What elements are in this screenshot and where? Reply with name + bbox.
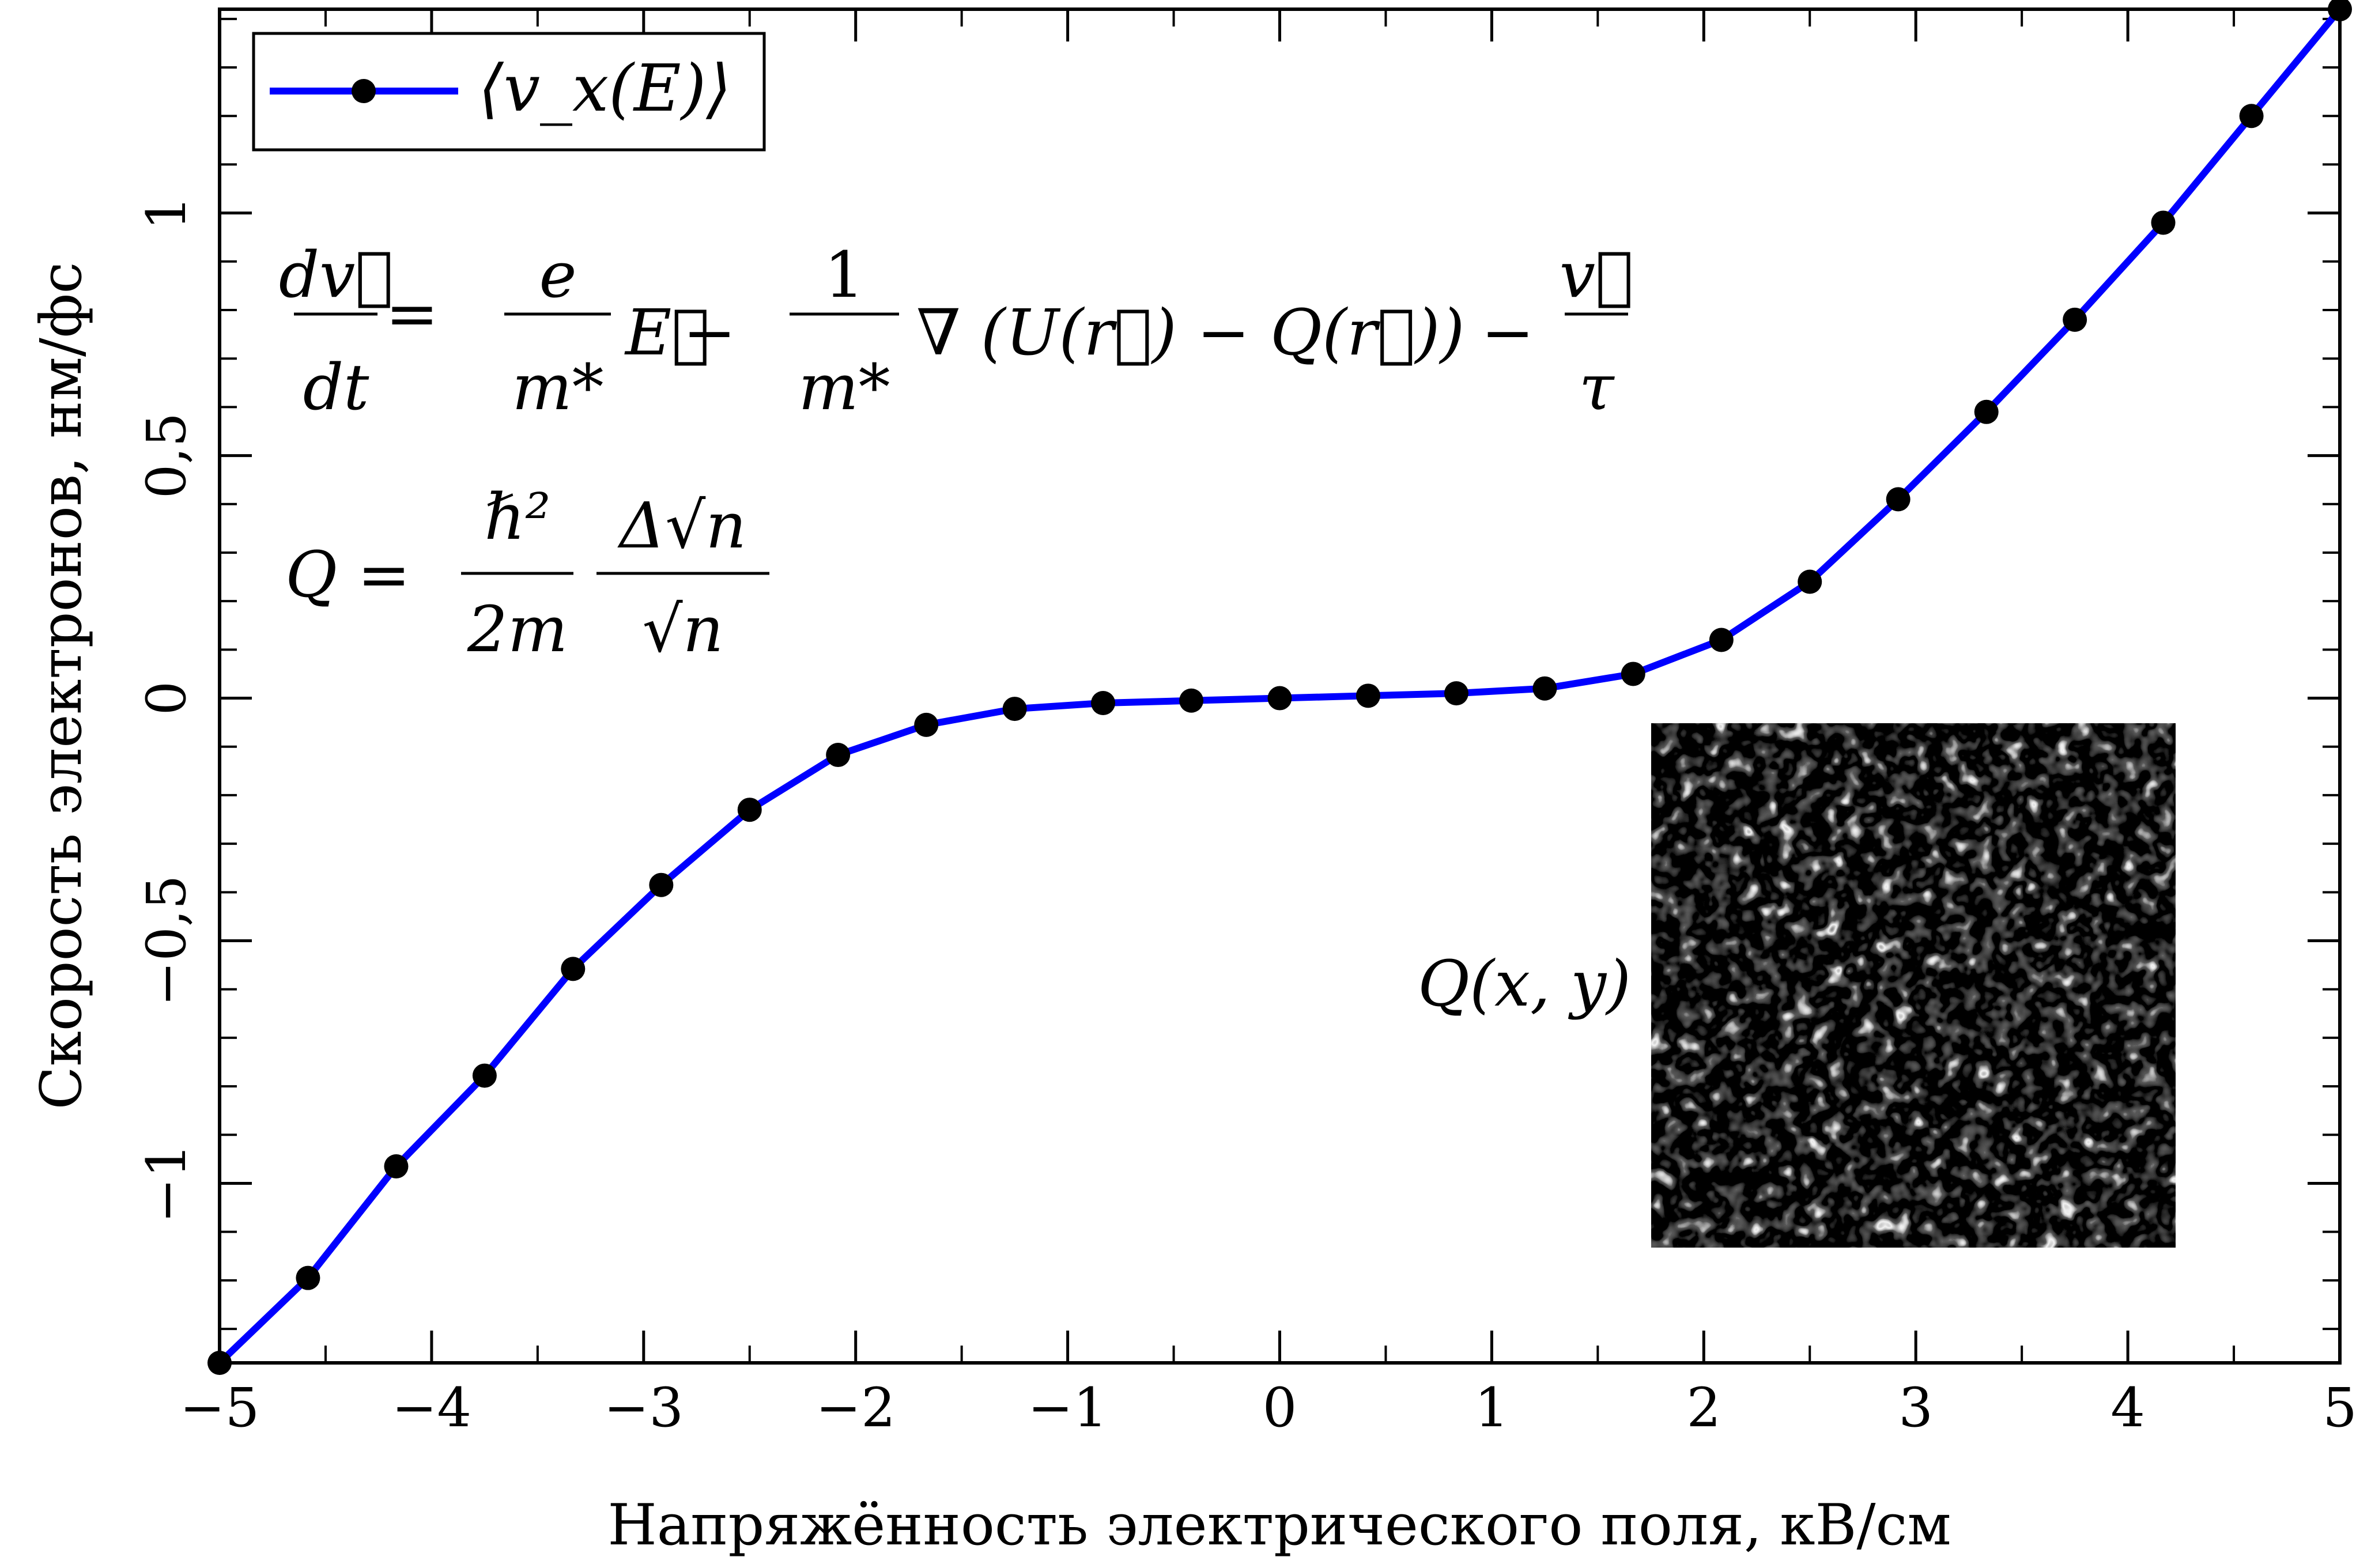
data-point (1886, 487, 1911, 512)
x-axis-label: Напряжённость электрического поля, кВ/см (607, 1493, 1951, 1558)
eq2-f1-num: ℏ² (485, 480, 551, 554)
eq1-t1-num: e (539, 238, 576, 312)
data-point (1267, 686, 1292, 711)
eq1-t2-num: 1 (824, 238, 864, 312)
y-tick-label: 0 (135, 681, 198, 716)
series-markers (207, 0, 2352, 1375)
data-point (1532, 676, 1557, 701)
y-tick-label: 0,5 (135, 413, 198, 499)
eq1-minus1: − (683, 296, 736, 369)
data-point (1709, 628, 1734, 652)
y-axis-label: Скорость электронов, нм/фс (29, 262, 95, 1110)
eq1-t2-body: ∇ (U(r⃗) − Q(r⃗)) (916, 296, 1464, 369)
data-point (2239, 104, 2264, 129)
x-tick-label: 2 (1686, 1377, 1721, 1439)
data-point (2151, 210, 2176, 235)
data-point (2063, 307, 2087, 332)
inset-label: Q(x, y) (1418, 947, 1631, 1021)
eq1-t3-den: τ (1579, 350, 1615, 424)
eq1-lhs-num: dv⃗ (279, 238, 394, 312)
x-tick-labels: −5 −4 −3 −2 −1 0 1 2 3 4 5 (180, 1377, 2356, 1439)
eq2-f1-den: 2m (467, 592, 568, 666)
data-point (2328, 0, 2352, 21)
x-tick-label: 1 (1474, 1377, 1509, 1439)
data-point (472, 1063, 497, 1088)
y-tick-label: −1 (135, 1143, 198, 1223)
x-tick-label: −3 (604, 1377, 684, 1439)
eq1-t1-vec: E⃗ (624, 296, 709, 369)
data-point (296, 1265, 320, 1290)
data-point (1002, 697, 1027, 721)
eq1-t1-den: m* (512, 350, 603, 424)
data-point (207, 1351, 232, 1375)
legend: ⟨v_x(E)⟩ (252, 32, 766, 152)
y-tick-label: 1 (135, 196, 198, 231)
data-point (384, 1154, 409, 1179)
x-tick-label: −5 (180, 1377, 260, 1439)
data-point (1974, 399, 1999, 424)
data-point (1356, 683, 1380, 708)
x-tick-label: 3 (1898, 1377, 1933, 1439)
x-tick-label: −1 (1028, 1377, 1108, 1439)
y-tick-label: −0,5 (135, 875, 198, 1006)
data-point (1798, 569, 1822, 594)
equation-motion: dv⃗ dt = e m* E⃗ − 1 m* ∇ (U(r⃗) − Q(r⃗)… (279, 238, 1633, 424)
data-point (826, 743, 851, 768)
data-point (1444, 681, 1468, 706)
x-tick-label: 4 (2110, 1377, 2145, 1439)
eq1-lhs-den: dt (303, 350, 369, 424)
data-point (1091, 690, 1116, 715)
eq2-f2-den: √n (643, 592, 724, 666)
eq1-t3-num: v⃗ (1560, 238, 1633, 312)
eq2-f2-num: Δ√n (617, 489, 746, 562)
eq1-t2-den: m* (798, 350, 890, 424)
x-tick-label: 5 (2323, 1377, 2356, 1439)
data-point (737, 798, 762, 822)
data-point (914, 712, 939, 737)
data-point (561, 957, 586, 981)
x-tick-label: −4 (392, 1377, 472, 1439)
equation-q: Q = ℏ² 2m Δ√n √n (285, 480, 769, 666)
legend-marker-sample (352, 79, 376, 103)
data-point (1179, 688, 1204, 713)
x-tick-label: 0 (1263, 1377, 1297, 1439)
x-tick-label: −2 (815, 1377, 896, 1439)
data-point (649, 872, 674, 897)
eq1-equals: = (386, 277, 439, 350)
data-point (1621, 662, 1645, 686)
y-tick-labels: −1 −0,5 0 0,5 1 (135, 196, 198, 1223)
eq1-minus2: − (1481, 296, 1534, 369)
eq2-lhs: Q = (285, 538, 410, 611)
legend-series-name: ⟨v_x(E)⟩ (478, 51, 731, 126)
inset-q-image (1651, 723, 2176, 1248)
